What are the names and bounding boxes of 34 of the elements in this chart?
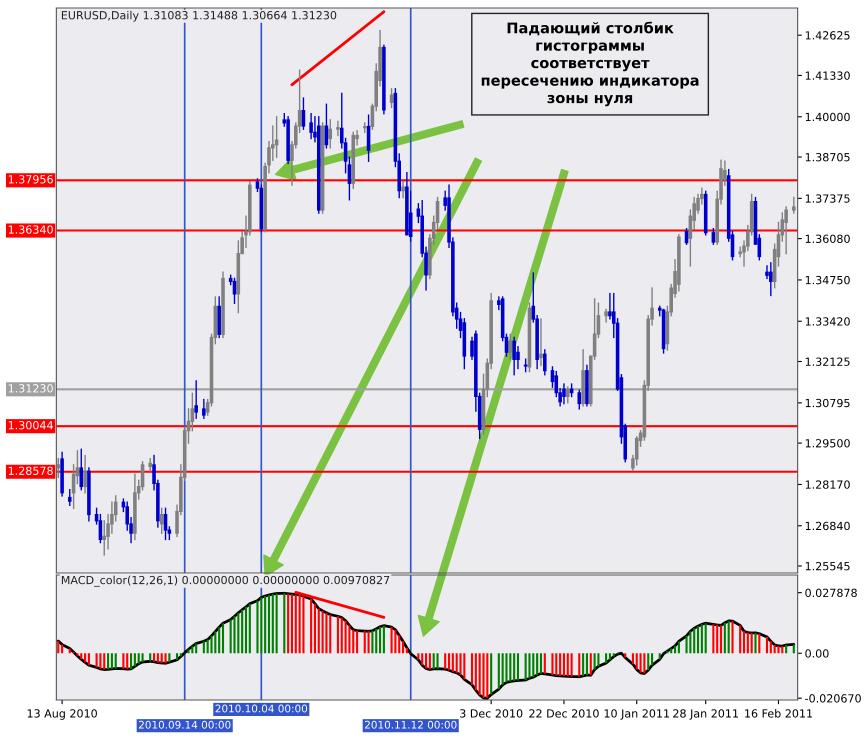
y-tick-label: 1.37375 bbox=[806, 194, 850, 203]
ref-line-label: 1.31230 bbox=[8, 384, 53, 393]
chart-title: EURUSD,Daily 1.31083 1.31488 1.30664 1.31230 bbox=[62, 10, 336, 22]
y-tick-label: 1.33420 bbox=[806, 317, 850, 326]
x-tick-label: 22 Dec 2010 bbox=[529, 709, 599, 718]
y-tick-label: 1.30795 bbox=[806, 398, 850, 408]
y-tick-label: 1.25545 bbox=[806, 562, 850, 570]
y-tick-label: 0.027878 bbox=[805, 588, 857, 598]
x-tick-label: 10 Jan 2011 bbox=[604, 709, 670, 720]
y-tick-label: 1.42625 bbox=[806, 31, 850, 40]
y-tick-label: 1.41330 bbox=[806, 71, 850, 80]
x-tick-label: 3 Dec 2010 bbox=[460, 709, 522, 718]
ref-line-label: 1.28578 bbox=[8, 466, 53, 475]
ref-line-label: 2010.09.14 00:00 bbox=[138, 720, 230, 729]
y-tick-label: 1.29500 bbox=[806, 439, 850, 448]
ref-line-label: 1.36340 bbox=[8, 225, 53, 234]
x-tick-label: 13 Aug 2010 bbox=[28, 709, 97, 720]
y-tick-label: 1.32125 bbox=[806, 357, 850, 366]
x-tick-label: 16 Feb 2011 bbox=[745, 709, 812, 718]
y-tick-label: 1.26840 bbox=[806, 522, 850, 530]
y-tick-label: 1.28170 bbox=[806, 480, 850, 489]
ref-line-label: 2010.11.12 00:00 bbox=[364, 720, 457, 729]
ref-line-label: 1.30044 bbox=[8, 421, 53, 430]
ref-line-label: 1.37956 bbox=[8, 175, 53, 184]
y-tick-label: 1.40000 bbox=[806, 112, 850, 122]
ref-line-label: 2010.10.04 00:00 bbox=[216, 704, 308, 712]
y-tick-label: 1.36080 bbox=[806, 234, 850, 243]
chart-title: MACD_color(12,26,1) 0.00000000 0.00000000 0.00970827 bbox=[62, 576, 390, 587]
y-tick-label: 1.34750 bbox=[806, 276, 850, 284]
y-tick-label: 1.38705 bbox=[806, 152, 850, 162]
y-tick-label: 0.00 bbox=[805, 649, 829, 658]
annotation: Падающий столбик гистограммы соответствует пересечению индикатора зоны нуля bbox=[482, 22, 698, 106]
y-tick-label: -0.020670 bbox=[805, 694, 861, 703]
x-tick-label: 28 Jan 2011 bbox=[673, 709, 738, 720]
